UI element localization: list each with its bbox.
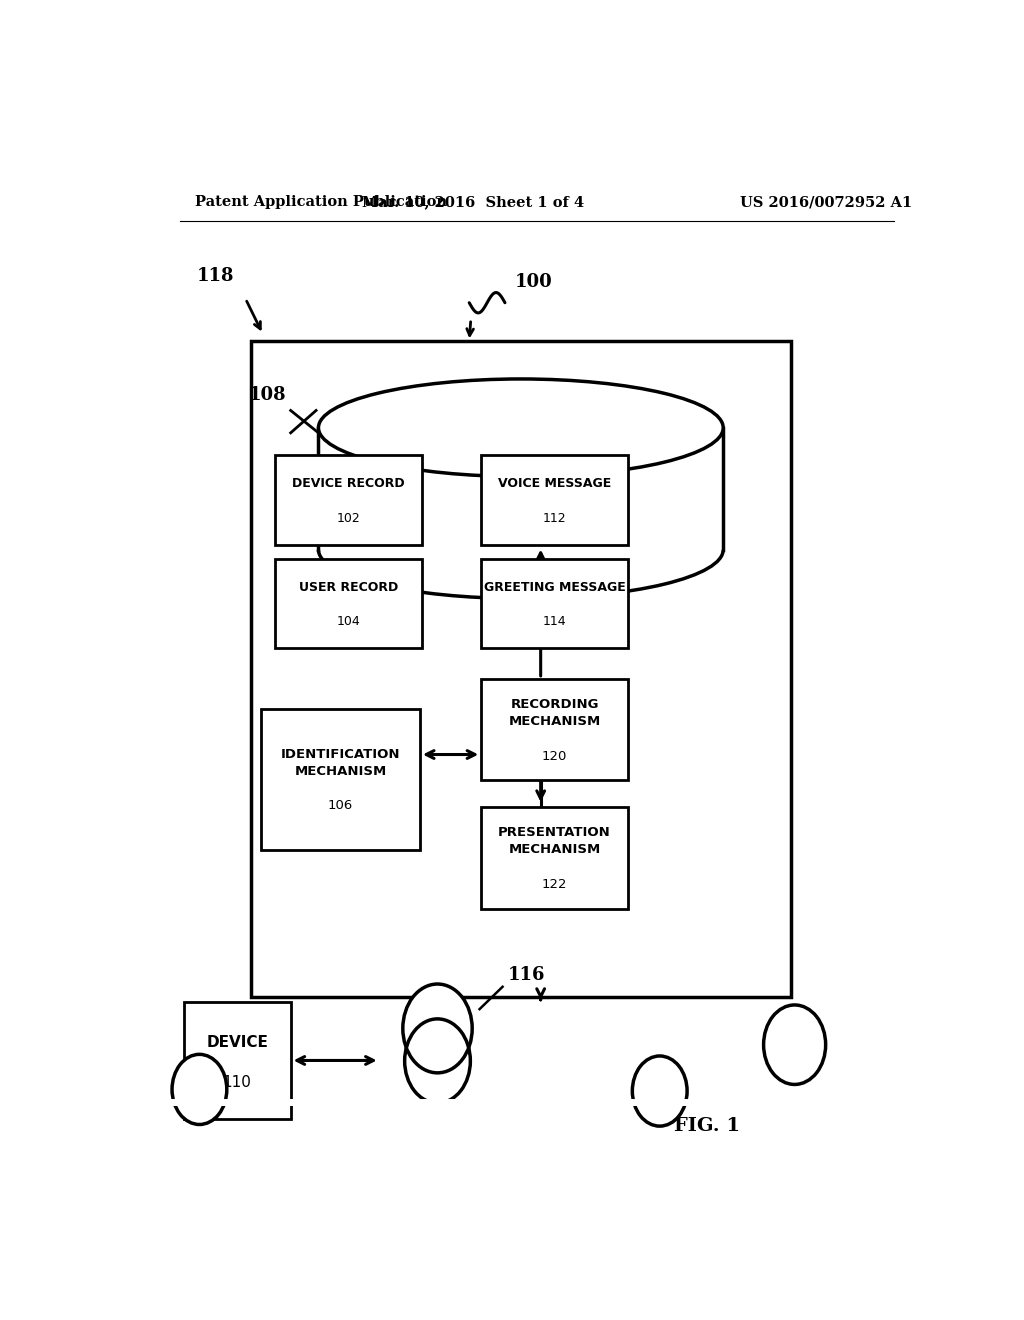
Bar xyxy=(481,807,628,908)
Text: 120: 120 xyxy=(542,750,567,763)
Bar xyxy=(251,342,791,997)
Text: USER RECORD: USER RECORD xyxy=(299,581,398,594)
Text: 116: 116 xyxy=(507,966,545,983)
Text: RECORDING
MECHANISM: RECORDING MECHANISM xyxy=(509,698,601,729)
Text: 106: 106 xyxy=(328,800,353,812)
Text: 100: 100 xyxy=(514,272,552,290)
Text: US 2016/0072952 A1: US 2016/0072952 A1 xyxy=(740,195,912,209)
Circle shape xyxy=(404,1019,470,1104)
Text: PRESENTATION
MECHANISM: PRESENTATION MECHANISM xyxy=(499,826,611,857)
Text: 112: 112 xyxy=(543,512,566,525)
Bar xyxy=(481,678,628,780)
Text: 108: 108 xyxy=(249,387,287,404)
Text: IDENTIFICATION
MECHANISM: IDENTIFICATION MECHANISM xyxy=(281,748,400,779)
Bar xyxy=(274,455,422,545)
Text: DEVICE: DEVICE xyxy=(206,1035,268,1049)
Bar xyxy=(183,1002,291,1119)
Bar xyxy=(274,558,422,648)
Ellipse shape xyxy=(318,379,723,477)
Text: 114: 114 xyxy=(543,615,566,628)
Circle shape xyxy=(402,983,472,1073)
Text: 118: 118 xyxy=(197,268,234,285)
Circle shape xyxy=(172,1055,226,1125)
Circle shape xyxy=(982,1034,1024,1104)
Bar xyxy=(481,455,628,545)
Text: 122: 122 xyxy=(542,878,567,891)
Circle shape xyxy=(51,1011,110,1086)
Text: 110: 110 xyxy=(222,1076,252,1090)
Text: FIG. 1: FIG. 1 xyxy=(674,1117,740,1135)
Text: 102: 102 xyxy=(336,512,360,525)
Text: GREETING MESSAGE: GREETING MESSAGE xyxy=(483,581,626,594)
Bar xyxy=(261,709,420,850)
Text: Mar. 10, 2016  Sheet 1 of 4: Mar. 10, 2016 Sheet 1 of 4 xyxy=(362,195,585,209)
Circle shape xyxy=(764,1005,825,1085)
Text: VOICE MESSAGE: VOICE MESSAGE xyxy=(498,477,611,490)
Bar xyxy=(481,558,628,648)
Text: DEVICE RECORD: DEVICE RECORD xyxy=(292,477,404,490)
Text: 104: 104 xyxy=(336,615,360,628)
Circle shape xyxy=(633,1056,687,1126)
Text: Patent Application Publication: Patent Application Publication xyxy=(196,195,447,209)
